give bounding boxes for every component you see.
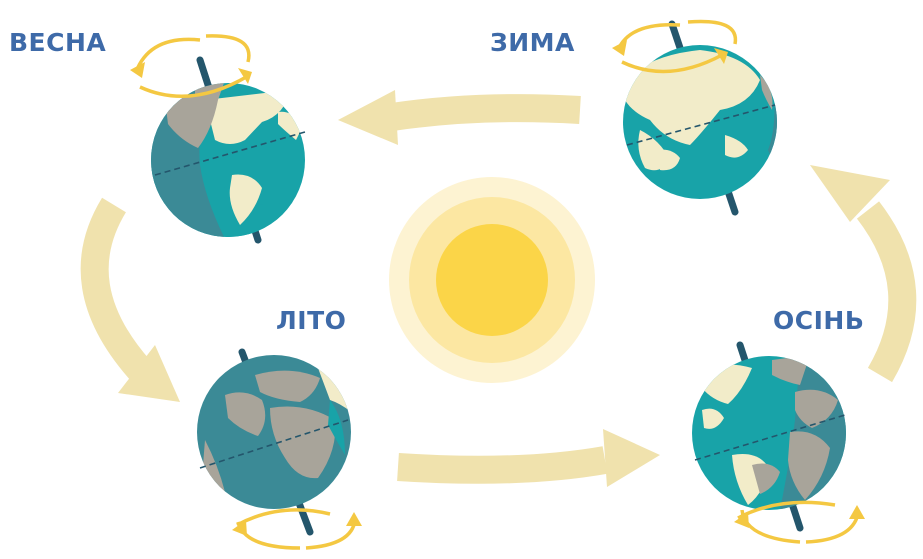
globe-spring [130, 34, 306, 244]
arrow-autumn-to-winter [810, 165, 917, 383]
sun [389, 177, 595, 383]
globe-autumn [692, 341, 865, 544]
orbit-arrows [80, 90, 917, 487]
season-label-spring: ВЕСНА [9, 28, 107, 57]
arrow-spring-to-summer [80, 197, 180, 402]
season-label-autumn: ОСІНЬ [773, 306, 865, 335]
globe-summer [197, 348, 362, 550]
season-label-summer: ЛІТО [276, 306, 347, 335]
rotation-arrow-autumn [734, 500, 865, 544]
globe-winter [612, 19, 777, 216]
rotation-arrow-winter [612, 19, 738, 74]
arrow-summer-to-autumn [397, 429, 660, 487]
rotation-arrow-summer [232, 508, 362, 550]
season-label-winter: ЗИМА [490, 28, 575, 57]
arrow-winter-to-spring [338, 90, 581, 145]
rotation-arrow-spring [130, 34, 252, 98]
